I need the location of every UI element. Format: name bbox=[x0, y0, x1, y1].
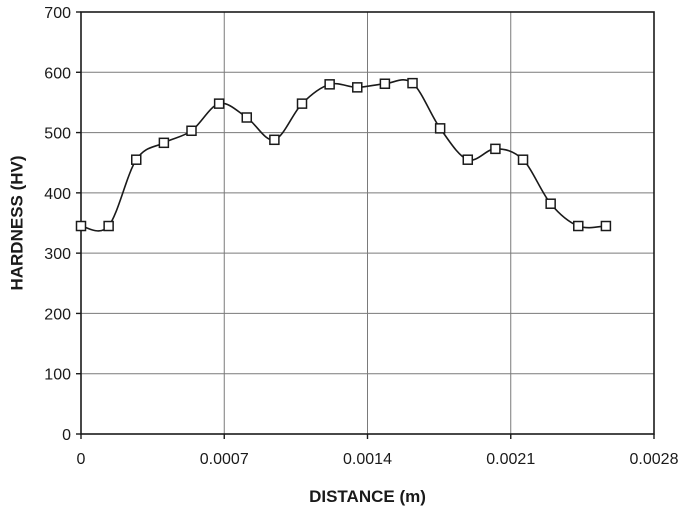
x-tick-label: 0 bbox=[77, 451, 86, 468]
y-tick-label: 600 bbox=[44, 65, 71, 82]
x-tick-label: 0.0028 bbox=[630, 451, 679, 468]
data-point-marker bbox=[517, 154, 529, 165]
data-point-marker bbox=[75, 220, 87, 232]
data-point-marker bbox=[600, 220, 612, 232]
y-tick-label: 300 bbox=[44, 246, 71, 263]
data-point-marker bbox=[131, 154, 142, 165]
y-tick-labels: 0 100 200 300 400 500 600 700 bbox=[44, 5, 71, 444]
y-tick-label: 500 bbox=[44, 126, 71, 143]
data-point-marker bbox=[186, 125, 197, 137]
x-tick-label: 0.0007 bbox=[200, 451, 249, 468]
x-tick-label: 0.0014 bbox=[343, 451, 392, 468]
data-point-marker bbox=[103, 220, 114, 232]
x-tick-labels: 0 0.0007 0.0014 0.0021 0.0028 bbox=[77, 451, 679, 468]
x-axis-title: DISTANCE (m) bbox=[309, 487, 426, 506]
data-point-marker bbox=[573, 220, 584, 232]
data-point-marker bbox=[158, 137, 170, 149]
y-tick-label: 100 bbox=[44, 367, 71, 384]
data-point-marker bbox=[296, 98, 308, 109]
data-point-marker bbox=[324, 79, 335, 90]
y-tick-label: 200 bbox=[44, 306, 71, 323]
data-markers bbox=[75, 77, 612, 232]
data-point-marker bbox=[545, 198, 556, 209]
data-point-marker bbox=[434, 123, 446, 134]
data-point-marker bbox=[213, 98, 225, 109]
y-tick-label: 0 bbox=[62, 427, 71, 444]
y-tick-label: 700 bbox=[44, 5, 71, 22]
data-point-marker bbox=[269, 134, 280, 146]
y-axis-title: HARDNESS (HV) bbox=[7, 155, 26, 290]
x-tick-label: 0.0021 bbox=[486, 451, 535, 468]
plot-frame bbox=[76, 11, 655, 439]
data-point-marker bbox=[241, 112, 253, 123]
data-point-marker bbox=[490, 143, 501, 155]
data-point-marker bbox=[407, 77, 418, 89]
grid-lines bbox=[80, 11, 655, 435]
y-tick-label: 400 bbox=[44, 186, 71, 203]
data-point-marker bbox=[462, 154, 474, 165]
data-point-marker bbox=[379, 78, 391, 89]
data-point-marker bbox=[352, 82, 363, 93]
